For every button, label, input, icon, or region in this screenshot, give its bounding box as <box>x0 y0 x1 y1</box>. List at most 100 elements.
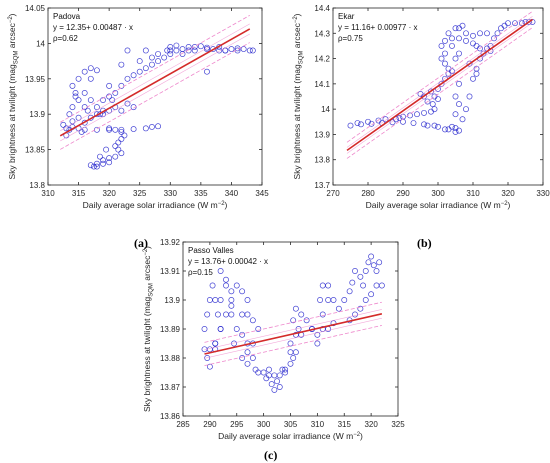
data-point <box>204 44 210 51</box>
x-tick-label: 330 <box>164 189 178 198</box>
x-tick-label: 270 <box>326 189 340 198</box>
x-tick-label: 280 <box>361 189 375 198</box>
x-tick-label: 320 <box>364 420 378 429</box>
data-point <box>456 50 462 57</box>
data-point <box>477 30 483 37</box>
data-point <box>414 111 420 118</box>
data-point <box>118 150 125 157</box>
data-point <box>118 126 125 133</box>
y-tick-label: 13.87 <box>160 383 181 392</box>
data-point <box>87 162 94 169</box>
data-point <box>103 146 110 153</box>
data-point <box>69 82 76 89</box>
data-point <box>164 47 171 54</box>
data-point <box>75 97 82 103</box>
x-tick-label: 335 <box>194 189 208 198</box>
data-point <box>148 61 155 68</box>
data-point <box>421 109 427 116</box>
y-tick-label: 13.85 <box>25 146 46 155</box>
data-point <box>459 22 466 29</box>
data-point <box>228 302 235 309</box>
data-point <box>470 32 476 39</box>
data-point <box>365 259 372 266</box>
x-tick-label: 290 <box>396 189 410 198</box>
data-point <box>142 125 149 132</box>
y-tick-label: 14.2 <box>314 55 330 64</box>
data-point <box>442 50 448 57</box>
data-point <box>287 360 294 367</box>
data-point <box>519 20 525 27</box>
data-point <box>63 125 70 132</box>
data-point <box>452 55 459 62</box>
data-point <box>130 104 137 111</box>
data-point <box>317 297 324 303</box>
x-tick-label: 320 <box>102 189 116 198</box>
data-point <box>335 305 342 312</box>
y-tick-label: 13.9 <box>314 130 330 139</box>
annotation-rho: ρ=0.62 <box>53 34 78 43</box>
fit-line <box>204 313 383 355</box>
data-point <box>456 35 462 42</box>
annotation-equation: y = 11.16+ 0.00977 · x <box>338 23 417 32</box>
data-point <box>303 317 310 324</box>
data-point <box>197 43 204 50</box>
data-point <box>314 340 321 347</box>
data-point <box>246 47 253 54</box>
data-point <box>365 118 371 125</box>
data-point <box>244 360 251 367</box>
data-point <box>217 326 224 332</box>
data-point <box>130 126 137 133</box>
data-point <box>287 349 294 356</box>
y-tick-label: 13.91 <box>160 267 181 276</box>
data-point <box>118 107 125 114</box>
data-point <box>435 123 441 130</box>
data-point <box>72 90 79 96</box>
x-tick-label: 345 <box>255 189 269 198</box>
x-axis-label: Daily average solar irradiance (W m−2) <box>366 200 511 210</box>
y-tick-label: 14 <box>36 39 45 48</box>
data-point <box>442 37 448 44</box>
data-point <box>287 340 294 347</box>
data-point <box>115 139 122 146</box>
data-point <box>142 65 149 72</box>
x-tick-label: 320 <box>501 189 515 198</box>
data-point <box>244 311 251 318</box>
data-point <box>431 106 438 113</box>
data-point <box>155 51 162 57</box>
data-point <box>431 122 438 129</box>
data-point <box>484 30 490 37</box>
data-point <box>445 126 452 133</box>
data-point <box>223 276 229 283</box>
data-point <box>354 120 361 127</box>
confidence-band-inner <box>346 22 533 154</box>
annotation-rho: ρ=0.75 <box>338 34 363 43</box>
data-point <box>204 46 210 53</box>
data-point <box>368 291 375 298</box>
confidence-band-line <box>346 11 533 143</box>
data-point <box>239 355 246 361</box>
data-point <box>255 369 262 376</box>
x-tick-label: 315 <box>338 420 352 429</box>
data-point <box>456 80 462 87</box>
y-tick-label: 13.92 <box>160 238 181 247</box>
data-point <box>148 123 155 130</box>
data-point <box>290 317 297 324</box>
data-point <box>276 372 283 379</box>
data-point <box>325 282 332 289</box>
x-tick-label: 325 <box>391 420 405 429</box>
data-point <box>362 268 369 274</box>
data-point <box>148 54 155 61</box>
annotation-site: Passo Valles <box>188 246 234 255</box>
annotation-equation: y = 13.76+ 0.00042 · x <box>188 257 268 266</box>
data-point <box>358 121 364 128</box>
data-point <box>209 282 216 289</box>
x-tick-label: 305 <box>284 420 298 429</box>
data-point <box>442 60 448 67</box>
data-point <box>452 128 459 135</box>
data-point <box>268 381 275 388</box>
data-point <box>87 97 94 103</box>
data-point <box>463 106 469 113</box>
data-point <box>217 268 224 274</box>
data-point <box>249 47 256 54</box>
data-point <box>212 340 219 347</box>
